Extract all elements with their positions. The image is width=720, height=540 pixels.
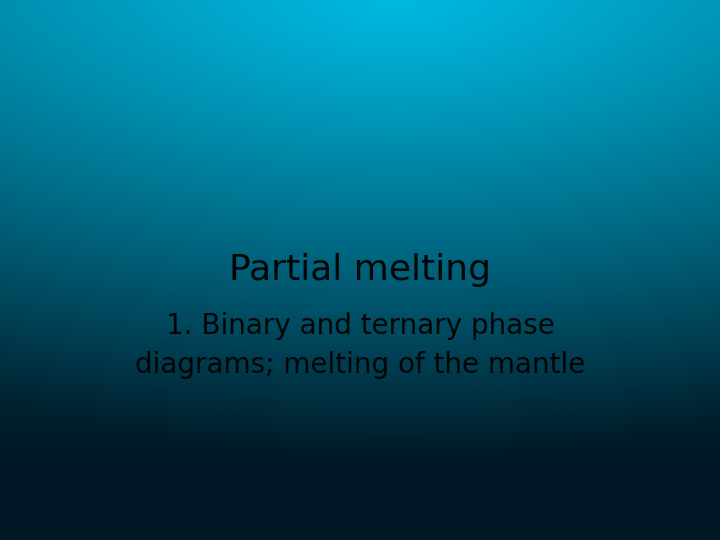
Text: Partial melting: Partial melting [229,253,491,287]
Text: 1. Binary and ternary phase
diagrams; melting of the mantle: 1. Binary and ternary phase diagrams; me… [135,312,585,379]
